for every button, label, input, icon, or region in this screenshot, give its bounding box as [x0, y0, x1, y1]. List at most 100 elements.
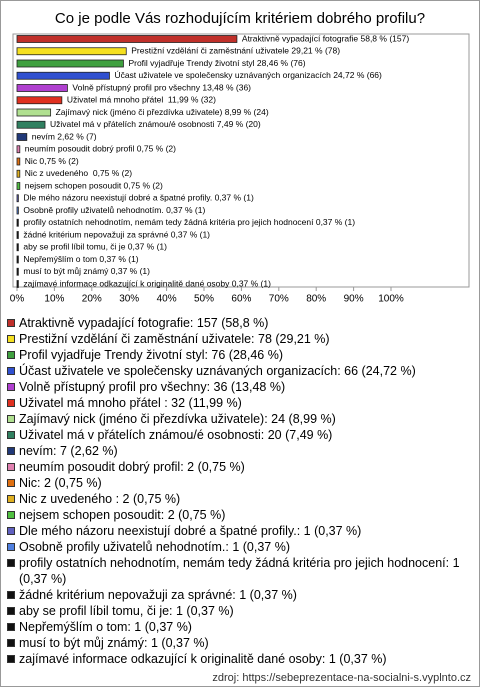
data-label: nevím 2,62 % (7): [32, 131, 97, 141]
x-tick-label: 70%: [269, 294, 289, 305]
data-label: Volně přístupný profil pro všechny 13,48…: [72, 82, 251, 92]
legend-swatch: [7, 351, 15, 359]
bar: [16, 169, 21, 178]
legend-item: Nic: 2 (0,75 %): [7, 475, 469, 491]
legend-label: Zajímavý nick (jméno či přezdívka uživat…: [19, 412, 336, 426]
legend-item: nevím: 7 (2,62 %): [7, 443, 469, 459]
bar: [16, 108, 52, 117]
legend-label: Prestižní vzdělání či zaměstnání uživate…: [19, 332, 330, 346]
legend-swatch: [7, 559, 15, 567]
source: zdroj: https://sebeprezentace-na-socialn…: [212, 672, 471, 684]
legend-item: Volně přístupný profil pro všechny: 36 (…: [7, 379, 469, 395]
legend-label: musí to být můj známý: 1 (0,37 %): [19, 636, 209, 650]
legend-label: zajímavé informace odkazující k original…: [19, 652, 387, 666]
data-label: žádné kritérium nepovažuji za správné 0,…: [23, 229, 210, 239]
legend-swatch: [7, 479, 15, 487]
data-label: Prestižní vzdělání či zaměstnání uživate…: [131, 46, 340, 56]
x-tick-label: 10%: [44, 294, 64, 305]
data-label: neumím posoudit dobrý profil 0,75 % (2): [25, 144, 176, 154]
legend-item: Zajímavý nick (jméno či přezdívka uživat…: [7, 411, 469, 427]
legend-swatch: [7, 447, 15, 455]
bar: [16, 194, 19, 203]
bar: [16, 145, 21, 154]
x-tick-label: 60%: [231, 294, 251, 305]
legend-swatch: [7, 415, 15, 423]
x-tick-label: 20%: [82, 294, 102, 305]
legend-swatch: [7, 655, 15, 663]
legend-swatch: [7, 543, 15, 551]
bar: [16, 71, 110, 80]
bar: [16, 280, 19, 288]
data-label: Zajímavý nick (jméno či přezdívka uživat…: [56, 107, 269, 117]
bar: [16, 231, 19, 239]
legend-swatch: [7, 495, 15, 503]
x-tick-label: 80%: [306, 294, 326, 305]
legend-label: Nic: 2 (0,75 %): [19, 476, 102, 490]
bar: [16, 120, 46, 129]
legend-swatch: [7, 623, 15, 631]
data-label: nejsem schopen posoudit 0,75 % (2): [25, 180, 163, 190]
legend-label: nejsem schopen posoudit: 2 (0,75 %): [19, 508, 226, 522]
legend-item: aby se profil líbil tomu, či je: 1 (0,37…: [7, 603, 469, 619]
legend-swatch: [7, 527, 15, 535]
data-label: Atraktivně vypadající fotografie 58,8 % …: [242, 33, 409, 43]
data-label: Nic z uvedeného 0,75 % (2): [25, 168, 132, 178]
legend-item: žádné kritérium nepovažuji za správné: 1…: [7, 587, 469, 603]
legend-item: Dle mého názoru neexistují dobré a špatn…: [7, 523, 469, 539]
x-tick-label: 0%: [10, 294, 25, 305]
chart-title: Co je podle Vás rozhodujícím kritériem d…: [55, 10, 425, 27]
legend-swatch: [7, 431, 15, 439]
bar: [16, 133, 28, 141]
legend-swatch: [7, 319, 15, 327]
data-label: zajímavé informace odkazující k original…: [23, 278, 271, 288]
legend-label: neumím posoudit dobrý profil: 2 (0,75 %): [19, 460, 245, 474]
legend-item: Uživatel má v přátelích známou/é osobnos…: [7, 427, 469, 443]
bar: [16, 255, 19, 264]
legend-swatch: [7, 607, 15, 615]
legend-item: musí to být můj známý: 1 (0,37 %): [7, 635, 469, 651]
legend-swatch: [7, 639, 15, 647]
data-label: Účast uživatele ve společensky uznávanýc…: [114, 70, 382, 80]
bar: [16, 267, 19, 276]
legend-item: Účast uživatele ve společensky uznávanýc…: [7, 363, 469, 379]
legend-item: Profil vyjadřuje Trendy životní styl: 76…: [7, 347, 469, 363]
x-tick-label: 100%: [378, 294, 404, 305]
legend-item: Nic z uvedeného : 2 (0,75 %): [7, 491, 469, 507]
legend-swatch: [7, 367, 15, 375]
x-tick-label: 30%: [119, 294, 139, 305]
legend-item: Prestižní vzdělání či zaměstnání uživate…: [7, 331, 469, 347]
data-label: Profil vyjadřuje Trendy životní styl 28,…: [128, 58, 305, 68]
legend-label: Volně přístupný profil pro všechny: 36 (…: [19, 380, 286, 394]
bar: [16, 206, 19, 215]
legend-label: profily ostatních nehodnotím, nemám tedy…: [19, 556, 464, 586]
bar: [16, 35, 238, 43]
legend-item: Uživatel má mnoho přátel : 32 (11,99 %): [7, 395, 469, 411]
legend-label: Osobně profily uživatelů nehodnotím.: 1 …: [19, 540, 290, 554]
legend-label: nevím: 7 (2,62 %): [19, 444, 118, 458]
data-label: musí to být můj známý 0,37 % (1): [23, 266, 150, 276]
legend-label: žádné kritérium nepovažuji za správné: 1…: [19, 588, 297, 602]
legend-swatch: [7, 591, 15, 599]
data-label: profily ostatních nehodnotím, nemám tedy…: [23, 217, 355, 227]
legend-label: Účast uživatele ve společensky uznávanýc…: [19, 364, 416, 378]
data-label: Nic 0,75 % (2): [25, 156, 79, 166]
legend-label: Profil vyjadřuje Trendy životní styl: 76…: [19, 348, 284, 362]
legend-label: Nic z uvedeného : 2 (0,75 %): [19, 492, 181, 506]
legend-swatch: [7, 511, 15, 519]
plot: Co je podle Vás rozhodujícím kritériem d…: [10, 10, 470, 305]
x-tick-label: 90%: [344, 294, 364, 305]
bar: [16, 47, 127, 56]
data-label: Uživatel má v přátelích známou/é osobnos…: [50, 119, 261, 129]
legend-label: Uživatel má v přátelích známou/é osobnos…: [19, 428, 333, 442]
legend-label: aby se profil líbil tomu, či je: 1 (0,37…: [19, 604, 234, 618]
legend-swatch: [7, 399, 15, 407]
legend-label: Nepřemýšlím o tom: 1 (0,37 %): [19, 620, 192, 634]
legend-item: Atraktivně vypadající fotografie: 157 (5…: [7, 315, 469, 331]
legend-item: neumím posoudit dobrý profil: 2 (0,75 %): [7, 459, 469, 475]
legend-swatch: [7, 463, 15, 471]
bar: [16, 243, 19, 252]
legend-label: Uživatel má mnoho přátel : 32 (11,99 %): [19, 396, 242, 410]
bar: [16, 84, 68, 92]
legend-item: profily ostatních nehodnotím, nemám tedy…: [7, 555, 469, 587]
